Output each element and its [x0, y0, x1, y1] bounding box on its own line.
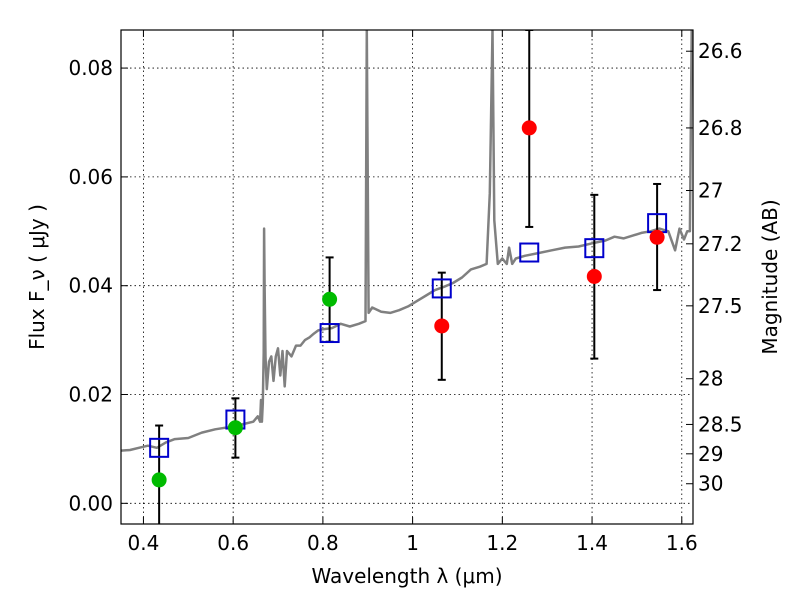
right-axis-label: Magnitude (AB)	[758, 199, 782, 354]
y-axis-label: Flux F_ν ( μJy )	[25, 204, 49, 350]
plot-content	[121, 30, 693, 524]
right-axis-ticks: 26.6 26.8 27 27.2 27.5 28 28.5 29 30	[686, 39, 743, 496]
detection-point	[322, 291, 338, 307]
right-tick-label: 29	[698, 442, 723, 466]
detection-point	[649, 229, 665, 245]
right-tick-label: 27.5	[698, 294, 743, 318]
detection-point	[227, 420, 243, 436]
y-tick-label: 0.08	[68, 56, 113, 80]
spectrum-line	[121, 30, 693, 452]
y-tick-label: 0.02	[68, 383, 113, 407]
x-axis-ticks: 0.4 0.6 0.8 1 1.2 1.4 1.6	[128, 30, 698, 555]
grid-lines	[121, 30, 693, 524]
x-tick-label: 1.6	[666, 531, 698, 555]
plot-background	[121, 30, 693, 524]
x-axis-label: Wavelength λ (μm)	[311, 564, 502, 588]
model-point	[431, 278, 452, 299]
detection-point	[521, 120, 537, 136]
detection-point	[586, 268, 602, 284]
right-tick-label: 26.6	[698, 39, 743, 63]
y-axis-ticks: 0.00 0.02 0.04 0.06 0.08	[68, 56, 128, 515]
right-tick-label: 27	[698, 178, 723, 202]
right-tick-label: 28.5	[698, 412, 743, 436]
model-point	[149, 437, 170, 458]
model-point	[519, 242, 540, 263]
x-tick-label: 0.8	[307, 531, 339, 555]
detection-point	[434, 318, 450, 334]
right-tick-label: 27.2	[698, 232, 743, 256]
right-tick-label: 26.8	[698, 116, 743, 140]
x-tick-label: 0.4	[128, 531, 160, 555]
model-point	[319, 323, 340, 344]
right-tick-label: 28	[698, 367, 723, 391]
y-tick-label: 0.06	[68, 165, 113, 189]
x-tick-label: 1	[406, 531, 419, 555]
y-tick-label: 0.04	[68, 274, 113, 298]
x-tick-label: 0.6	[217, 531, 249, 555]
x-tick-label: 1.2	[486, 531, 518, 555]
y-tick-label: 0.00	[68, 491, 113, 515]
detection-point	[151, 472, 167, 488]
x-tick-label: 1.4	[576, 531, 608, 555]
detection-markers	[151, 120, 665, 488]
model-point	[584, 238, 605, 259]
plot-frame	[120, 29, 694, 525]
right-tick-label: 30	[698, 472, 723, 496]
